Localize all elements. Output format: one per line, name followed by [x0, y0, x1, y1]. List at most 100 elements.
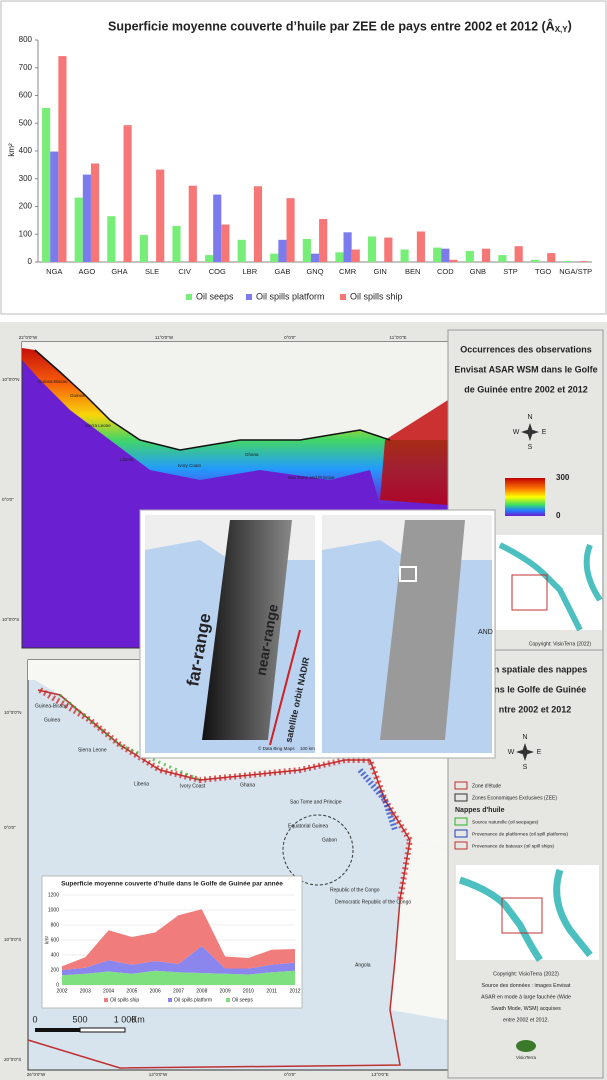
graticule-label: 10°0'0"S [2, 617, 19, 622]
y-tick-label: 600 [51, 937, 60, 943]
bar [351, 249, 360, 262]
graticule-label: 10°0'0"N [4, 710, 22, 715]
bar [498, 255, 507, 262]
panel-title: Envisat ASAR WSM dans le Golfe [454, 364, 597, 374]
graticule-label: 0°0'0" [284, 1072, 296, 1077]
land [22, 342, 448, 450]
compass-label: S [523, 764, 528, 771]
graticule-label: 26°0'0"W [27, 1072, 46, 1077]
bar [82, 174, 91, 262]
bar [514, 246, 523, 262]
bar [188, 185, 197, 262]
bar [367, 236, 377, 262]
graticule-label: 22°0'0"W [19, 335, 38, 340]
y-tick-label: 1000 [48, 907, 59, 913]
panel-title: de Guinée entre 2002 et 2012 [464, 384, 588, 394]
bar [42, 107, 51, 262]
highlight-box [399, 566, 417, 582]
bar [213, 194, 222, 262]
x-tick-label: GIN [374, 267, 387, 276]
area [62, 946, 295, 976]
bar [286, 198, 295, 262]
bar [343, 232, 352, 262]
bar [400, 249, 409, 262]
x-tick-label: 2012 [289, 988, 300, 994]
place-label: Ghana [245, 452, 259, 457]
x-tick-label: LBR [243, 267, 258, 276]
legend-label: Provenance de bateaux (oil spill ships) [472, 843, 555, 849]
bar [441, 248, 450, 262]
bar [123, 125, 132, 262]
x-tick-label: GNQ [306, 267, 323, 276]
legend-swatch [186, 294, 192, 300]
y-tick-label: 200 [51, 967, 60, 973]
legend-label: Provenance de platformes (oil spill plat… [472, 831, 568, 837]
compass [516, 743, 534, 761]
locator-zone [511, 574, 548, 611]
bar [302, 238, 311, 262]
copyright: Copyright: VisioTerra (2022) [529, 641, 591, 647]
legend-swatch [226, 998, 230, 1002]
legend-label: Zone d'étude [472, 783, 501, 789]
x-tick-label: NGA/STP [559, 267, 592, 276]
bar [335, 252, 344, 262]
colorbar-label: 300 [556, 473, 570, 482]
y-tick-label: 600 [19, 91, 33, 100]
y-tick-label: 700 [19, 63, 33, 72]
oil-slicks-platform [357, 768, 398, 831]
compass-label: S [528, 444, 533, 451]
graticule-label: 13°0'0"W [149, 1072, 168, 1077]
y-tick-label: 500 [19, 118, 33, 127]
bar [433, 247, 442, 262]
x-tick-label: GAB [274, 267, 290, 276]
x-tick-label: BEN [405, 267, 420, 276]
chart-title-end: ) [568, 19, 572, 33]
x-tick-label: CIV [178, 267, 191, 276]
x-tick-label: NGA [46, 267, 62, 276]
x-tick-label: 2003 [80, 988, 91, 994]
scale-label: Km [131, 1014, 145, 1024]
chart-title-subscript: X,Y [555, 25, 569, 34]
legend-swatch [454, 781, 468, 790]
bar [237, 239, 246, 262]
compass-label: E [542, 429, 547, 436]
legend-swatch [454, 817, 468, 826]
scale-label: 1 000 [114, 1014, 137, 1024]
x-tick-label: 2004 [103, 988, 114, 994]
legend-label: Oil seeps [196, 291, 234, 301]
y-tick-label: 100 [19, 229, 33, 238]
x-tick-label: SLE [145, 267, 159, 276]
bar [270, 253, 279, 262]
bar [563, 261, 572, 262]
place-label: Sao Tome and Principe [288, 475, 335, 480]
panel-title: tion spatiale des nappes [483, 664, 588, 674]
y-tick-label: 800 [19, 35, 33, 44]
legend-label: Oil spills ship [110, 997, 139, 1003]
y-tick-label: 200 [19, 202, 33, 211]
compass-label: W [508, 749, 515, 756]
map-credit: © Data Bing Maps [258, 745, 295, 751]
x-tick-label: COG [209, 267, 226, 276]
y-tick-label: 800 [51, 922, 60, 928]
x-tick-label: GNB [470, 267, 486, 276]
x-tick-label: GHA [111, 267, 127, 276]
credit-text: Source des données : images Envisat [482, 983, 571, 989]
legend-label: Oil spills platform [256, 291, 325, 301]
place-label: Ghana [240, 782, 255, 788]
coastline [34, 349, 391, 451]
graticule-label: 11°0'0"E [390, 335, 407, 340]
legend-label: Source naturelle (oil seepages) [472, 819, 539, 825]
sar-swath [380, 520, 465, 740]
oil-slicks [38, 687, 414, 901]
graticule-label: 11°0'0"W [155, 335, 174, 340]
legend-group: Nappes d'huile [455, 807, 505, 814]
panel-title: ntre 2002 et 2012 [499, 704, 572, 714]
legend-label: Zones Economiques Exclusives (ZEE) [472, 795, 557, 801]
bar [465, 250, 474, 262]
legend-swatch [340, 294, 346, 300]
place-label: Angola [355, 962, 371, 968]
bar [139, 235, 148, 262]
graticule-label: 10°0'0"N [2, 377, 20, 382]
compass [521, 423, 539, 441]
